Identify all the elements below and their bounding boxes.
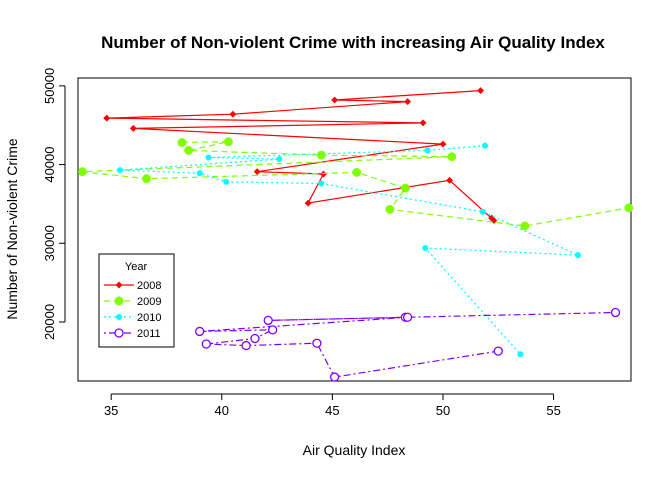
legend-item-2009: 2009 [104,296,161,308]
data-point-2008 [103,114,111,122]
x-axis-title: Air Quality Index [303,442,406,458]
legend-title: Year [125,261,148,273]
data-point-2010 [422,244,429,251]
legend-box [98,253,175,348]
data-point-2009 [385,204,395,214]
x-tick-label: 35 [104,403,118,418]
data-point-2010 [318,180,325,187]
series-2009 [77,137,634,231]
data-point-2009 [352,167,362,177]
legend-marker-2011 [114,328,124,338]
series-2011 [195,307,621,382]
data-point-2009 [77,167,87,177]
data-point-2011 [263,315,273,326]
legend-label-2008: 2008 [137,280,161,292]
data-point-2009 [223,137,233,147]
data-point-2009 [520,221,530,231]
data-point-2011 [493,346,503,356]
data-point-2011 [250,333,260,344]
data-point-2008 [304,199,312,207]
data-point-2010 [574,252,581,259]
series-line-2009 [82,141,629,227]
data-point-2011 [268,325,278,335]
plot-frame [77,77,632,382]
data-point-2008 [129,124,137,132]
data-point-2009 [316,150,326,160]
series-line-2008 [106,90,495,221]
legend-marker-2010 [116,314,122,320]
data-point-2011 [241,340,251,351]
data-point-2009 [447,152,457,162]
data-point-2010 [196,170,203,177]
data-point-2009 [177,138,187,147]
data-point-2009 [624,203,634,213]
data-point-2010 [424,147,431,154]
series-line-2011 [199,311,616,378]
y-tick-label: 50000 [42,68,57,104]
data-point-2008 [419,119,427,127]
chart-title: Number of Non-violent Crime with increas… [101,33,605,52]
data-point-2010 [479,208,486,215]
data-point-2009 [400,183,410,193]
data-point-2010 [205,154,212,161]
data-point-2011 [329,372,340,382]
y-axis-title: Number of Non-violent Crime [4,138,20,319]
axes: 35 40 45 50 55 20000 30000 40000 50000 [42,68,561,418]
data-point-2010 [117,167,124,174]
y-tick-label: 20000 [42,304,57,340]
data-point-2011 [195,326,205,337]
data-point-2009 [184,145,194,155]
data-point-2010 [517,351,524,358]
data-point-2008 [446,176,454,184]
legend-label-2011: 2011 [137,328,161,340]
y-tick-label: 40000 [42,146,57,182]
series-2010 [117,142,581,358]
x-tick-label: 40 [215,403,229,418]
data-point-2008 [331,96,339,104]
legend-marker-2009 [114,296,124,306]
legend-marker-2008 [115,281,123,289]
data-point-2009 [142,174,152,184]
series-line-2010 [119,145,579,355]
data-point-2010 [482,142,489,149]
series-layer [77,87,634,382]
x-tick-label: 50 [436,403,450,418]
data-point-2011 [610,307,621,318]
data-point-2011 [312,338,322,348]
series-2008 [103,87,498,225]
data-point-2008 [404,98,412,106]
data-point-2008 [253,168,261,176]
legend-item-2008: 2008 [104,280,161,292]
data-point-2008 [319,170,328,178]
data-point-2011 [402,312,413,322]
legend-item-2010: 2010 [104,312,161,324]
legend-label-2010: 2010 [137,312,161,324]
x-tick-label: 55 [546,403,560,418]
data-point-2010 [223,178,230,185]
data-point-2008 [439,140,447,148]
data-point-2010 [276,156,283,163]
legend-item-2011: 2011 [104,328,161,340]
x-tick-label: 45 [325,403,339,418]
y-tick-label: 30000 [42,225,57,261]
data-point-2011 [201,339,211,349]
data-point-2008 [229,110,237,118]
legend-label-2009: 2009 [137,296,161,308]
legend: Year 2008 2009 2010 2011 [98,253,175,348]
data-point-2008 [477,87,485,95]
